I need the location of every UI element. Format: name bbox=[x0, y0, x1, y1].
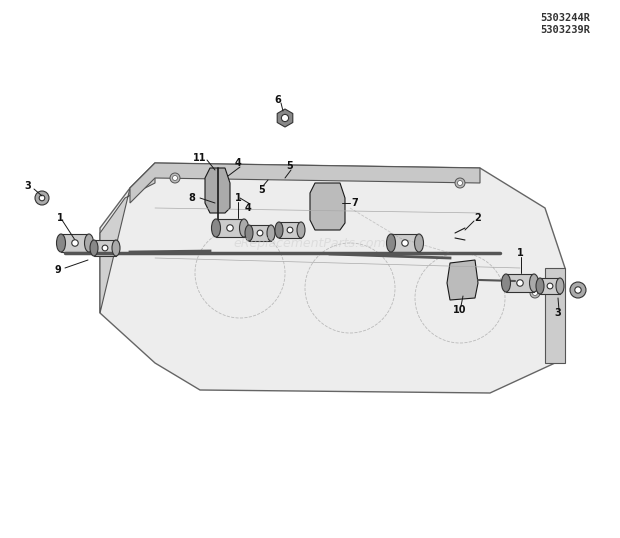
Polygon shape bbox=[100, 163, 155, 313]
Circle shape bbox=[402, 240, 408, 246]
Circle shape bbox=[102, 245, 108, 251]
Ellipse shape bbox=[84, 234, 94, 252]
Text: 4: 4 bbox=[234, 158, 241, 168]
Text: 11: 11 bbox=[193, 153, 206, 163]
Text: 4: 4 bbox=[245, 203, 251, 213]
Polygon shape bbox=[310, 183, 345, 230]
Circle shape bbox=[458, 181, 463, 186]
Ellipse shape bbox=[56, 234, 66, 252]
Ellipse shape bbox=[502, 274, 510, 292]
Circle shape bbox=[287, 227, 293, 233]
Circle shape bbox=[516, 280, 523, 286]
Bar bbox=[249, 225, 271, 241]
Text: 1: 1 bbox=[234, 193, 241, 203]
Polygon shape bbox=[100, 163, 565, 393]
Bar bbox=[506, 274, 534, 292]
Bar bbox=[540, 278, 560, 294]
Circle shape bbox=[227, 225, 233, 231]
Polygon shape bbox=[130, 163, 480, 203]
Circle shape bbox=[533, 291, 538, 295]
Ellipse shape bbox=[386, 234, 396, 252]
Polygon shape bbox=[447, 260, 478, 300]
Ellipse shape bbox=[245, 225, 253, 241]
Text: 10: 10 bbox=[453, 305, 467, 315]
Circle shape bbox=[547, 283, 553, 289]
Ellipse shape bbox=[415, 234, 423, 252]
Circle shape bbox=[72, 240, 78, 246]
Circle shape bbox=[35, 191, 49, 205]
Text: 3: 3 bbox=[25, 181, 32, 191]
Bar bbox=[216, 219, 244, 237]
Text: 5: 5 bbox=[286, 161, 293, 171]
Circle shape bbox=[257, 230, 263, 236]
Bar bbox=[391, 234, 419, 252]
Text: 9: 9 bbox=[55, 265, 61, 275]
Circle shape bbox=[570, 282, 586, 298]
Bar bbox=[61, 234, 89, 252]
Text: 1: 1 bbox=[56, 213, 63, 223]
Ellipse shape bbox=[211, 219, 221, 237]
Polygon shape bbox=[205, 168, 230, 213]
Ellipse shape bbox=[112, 240, 120, 256]
Circle shape bbox=[575, 287, 581, 293]
Text: 5: 5 bbox=[259, 185, 265, 195]
Bar bbox=[279, 222, 301, 238]
Circle shape bbox=[172, 175, 177, 181]
Ellipse shape bbox=[275, 222, 283, 238]
Ellipse shape bbox=[536, 278, 544, 294]
Polygon shape bbox=[545, 268, 565, 363]
Circle shape bbox=[281, 115, 288, 122]
Ellipse shape bbox=[529, 274, 539, 292]
Ellipse shape bbox=[239, 219, 249, 237]
Text: 6: 6 bbox=[275, 95, 281, 105]
Text: 7: 7 bbox=[352, 198, 358, 208]
Circle shape bbox=[530, 288, 540, 298]
Text: 8: 8 bbox=[188, 193, 195, 203]
Text: eReplacementParts.com: eReplacementParts.com bbox=[234, 237, 386, 250]
Ellipse shape bbox=[297, 222, 305, 238]
Ellipse shape bbox=[267, 225, 275, 241]
Circle shape bbox=[455, 178, 465, 188]
Ellipse shape bbox=[556, 278, 564, 294]
Text: 5303239R: 5303239R bbox=[540, 25, 590, 35]
Polygon shape bbox=[277, 109, 293, 127]
Bar bbox=[94, 240, 116, 256]
Ellipse shape bbox=[90, 240, 98, 256]
Text: 3: 3 bbox=[555, 308, 561, 318]
Circle shape bbox=[170, 173, 180, 183]
Text: 5303244R: 5303244R bbox=[540, 13, 590, 23]
Text: 2: 2 bbox=[475, 213, 481, 223]
Circle shape bbox=[39, 195, 45, 201]
Text: 1: 1 bbox=[516, 248, 523, 258]
